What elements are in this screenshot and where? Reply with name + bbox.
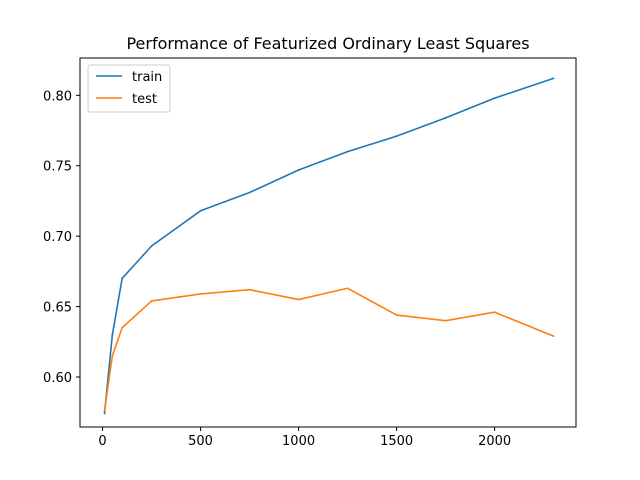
data-point-train (150, 245, 153, 247)
data-point-test (346, 287, 349, 290)
x-tick-label: 1500 (380, 434, 413, 449)
data-point-test (395, 314, 398, 316)
y-tick-label: 0.80 (43, 89, 72, 104)
x-tick-label: 2000 (478, 434, 511, 449)
data-point-test (493, 311, 496, 314)
x-tick-label: 1000 (282, 434, 315, 449)
y-tick-label: 0.70 (43, 230, 72, 245)
y-tick-label: 0.60 (43, 371, 72, 386)
data-point-train (199, 209, 202, 212)
legend-label-test: test (132, 92, 157, 107)
data-point-test (444, 319, 447, 322)
data-point-train (248, 191, 251, 194)
y-tick-label: 0.75 (43, 160, 72, 175)
data-point-train (444, 116, 447, 119)
axes-frame (79, 57, 577, 428)
data-point-train (111, 333, 114, 336)
data-point-train (103, 412, 106, 415)
data-point-train (493, 97, 496, 100)
data-point-train (346, 150, 349, 153)
series-line-train (103, 77, 554, 414)
data-point-train (121, 277, 124, 280)
chart-title: Performance of Featurized Ordinary Least… (126, 34, 529, 53)
x-tick-label: 500 (188, 434, 213, 449)
x-tick-label: 0 (98, 434, 106, 449)
data-point-test (199, 293, 202, 295)
data-point-test (552, 335, 555, 338)
plot-area: 0 500 1000 1500 2000 0.60 0.65 0.70 0.75 0.80 trai… (43, 57, 577, 449)
data-point-test (103, 409, 106, 412)
y-tick-label: 0.65 (43, 301, 72, 316)
data-point-test (111, 354, 114, 357)
legend-label-train: train (132, 70, 162, 85)
data-point-train (395, 135, 398, 138)
series-line-test (103, 287, 554, 411)
data-point-train (552, 77, 555, 80)
data-point-test (121, 326, 124, 329)
data-point-test (150, 300, 153, 302)
data-point-test (248, 288, 251, 291)
data-point-test (297, 298, 300, 301)
data-point-train (297, 169, 300, 171)
